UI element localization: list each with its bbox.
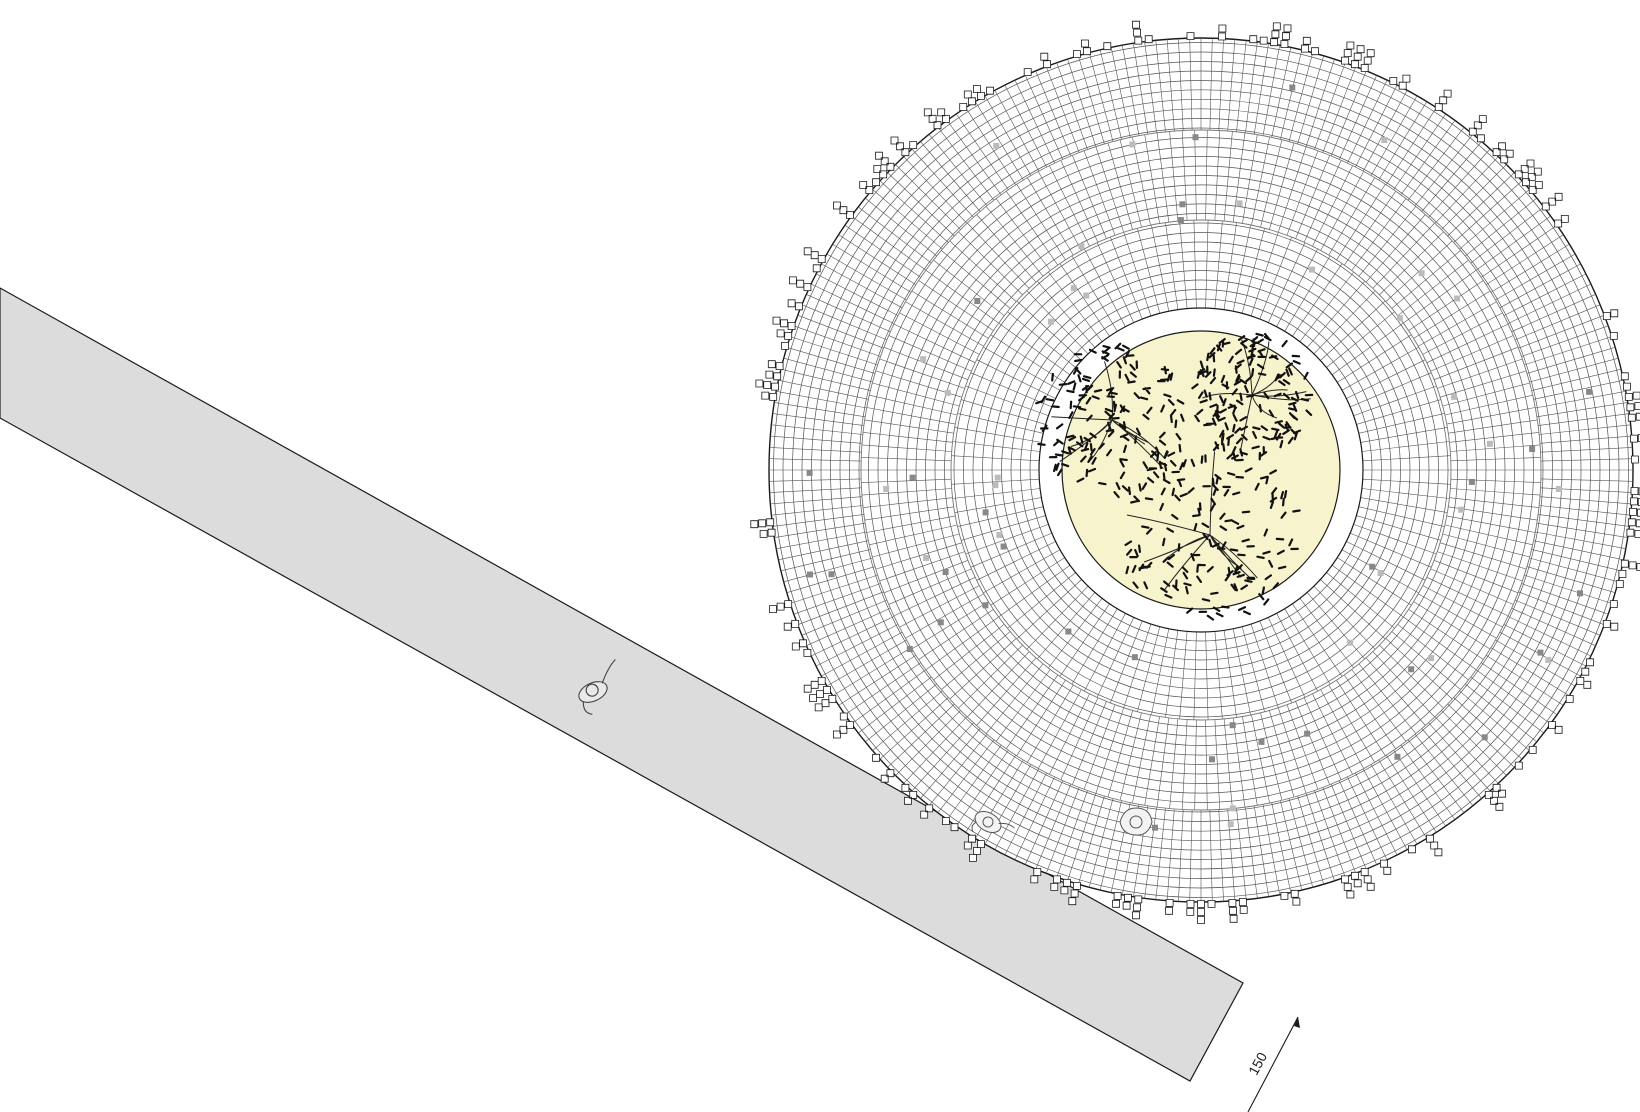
accent-tile	[982, 602, 989, 609]
accent-tile	[1192, 134, 1199, 141]
accent-tile	[1289, 84, 1296, 91]
accent-tile	[1209, 756, 1215, 763]
accent-tile	[1309, 266, 1316, 273]
paving-band-ring	[860, 129, 1542, 811]
accent-tile	[1408, 666, 1415, 673]
accent-tile	[909, 474, 916, 481]
tree-branches	[1126, 451, 1258, 590]
accent-tile	[1258, 738, 1265, 745]
accent-tile	[923, 554, 930, 561]
accent-tile	[1586, 388, 1593, 395]
person-topview-icon	[1119, 807, 1153, 836]
accent-tile	[920, 356, 927, 363]
accent-tile	[1545, 656, 1552, 663]
accent-tile	[982, 509, 989, 516]
dimension-line	[1247, 1016, 1300, 1112]
accent-tile	[1529, 446, 1536, 452]
accent-tile	[1131, 654, 1138, 661]
accent-tile	[1347, 639, 1354, 646]
accent-tile	[1179, 201, 1186, 208]
accent-tile	[1428, 655, 1435, 662]
accent-tile	[994, 474, 1001, 481]
paving-edge-tiles	[750, 20, 1640, 924]
accent-tile	[1577, 590, 1583, 597]
dimension-label: 150	[1245, 1049, 1270, 1077]
accent-tile	[1396, 315, 1403, 322]
tree-leaves	[1035, 342, 1185, 499]
accent-tile	[1555, 486, 1562, 492]
accent-tile	[1083, 292, 1090, 299]
accent-tile	[1065, 628, 1072, 635]
accent-tile	[1537, 649, 1544, 656]
accent-tile	[1394, 753, 1401, 760]
accent-tile	[1229, 722, 1236, 729]
accent-tile	[942, 569, 949, 575]
accent-tile	[1078, 243, 1085, 250]
accent-tile	[1304, 730, 1311, 737]
accent-tile	[1468, 478, 1475, 485]
tree-leaves	[1124, 441, 1301, 621]
accent-tile	[944, 389, 951, 396]
accent-tile	[1458, 506, 1465, 513]
accent-tile	[807, 571, 813, 578]
accent-tile	[806, 469, 813, 476]
accent-tile	[1236, 200, 1243, 207]
accent-tile	[828, 571, 835, 578]
accent-tile	[1377, 570, 1384, 576]
accent-tile	[996, 532, 1003, 538]
accent-tile	[1000, 543, 1007, 550]
accent-tile	[1152, 824, 1158, 831]
accent-tile	[906, 646, 913, 652]
accent-tile	[1451, 393, 1458, 400]
tree-canopy-icon	[1035, 332, 1314, 621]
accent-tile	[992, 482, 999, 489]
accent-tile	[1381, 137, 1388, 143]
accent-tile	[1369, 563, 1376, 570]
accent-tile	[1047, 318, 1054, 325]
accent-tile	[1129, 141, 1136, 148]
tree-leaves	[1191, 332, 1314, 461]
accent-tile	[993, 142, 1000, 149]
accent-tile	[1481, 734, 1488, 741]
accent-tile	[1454, 295, 1461, 302]
paving-joints	[769, 38, 1633, 902]
walkway-strip	[0, 287, 1244, 1082]
accent-tile	[974, 298, 981, 304]
paving-band-ring	[950, 219, 1452, 721]
accent-tile	[937, 619, 944, 626]
accent-tile	[1418, 270, 1425, 277]
accent-tile	[1227, 821, 1234, 828]
accent-tile	[883, 486, 890, 492]
accent-tile	[1486, 440, 1493, 447]
person-topview-icon	[971, 811, 1015, 833]
accent-tile	[1070, 285, 1077, 292]
accent-tile	[1229, 805, 1236, 812]
person-topview-icon	[578, 659, 616, 715]
accent-tile	[1177, 217, 1184, 224]
